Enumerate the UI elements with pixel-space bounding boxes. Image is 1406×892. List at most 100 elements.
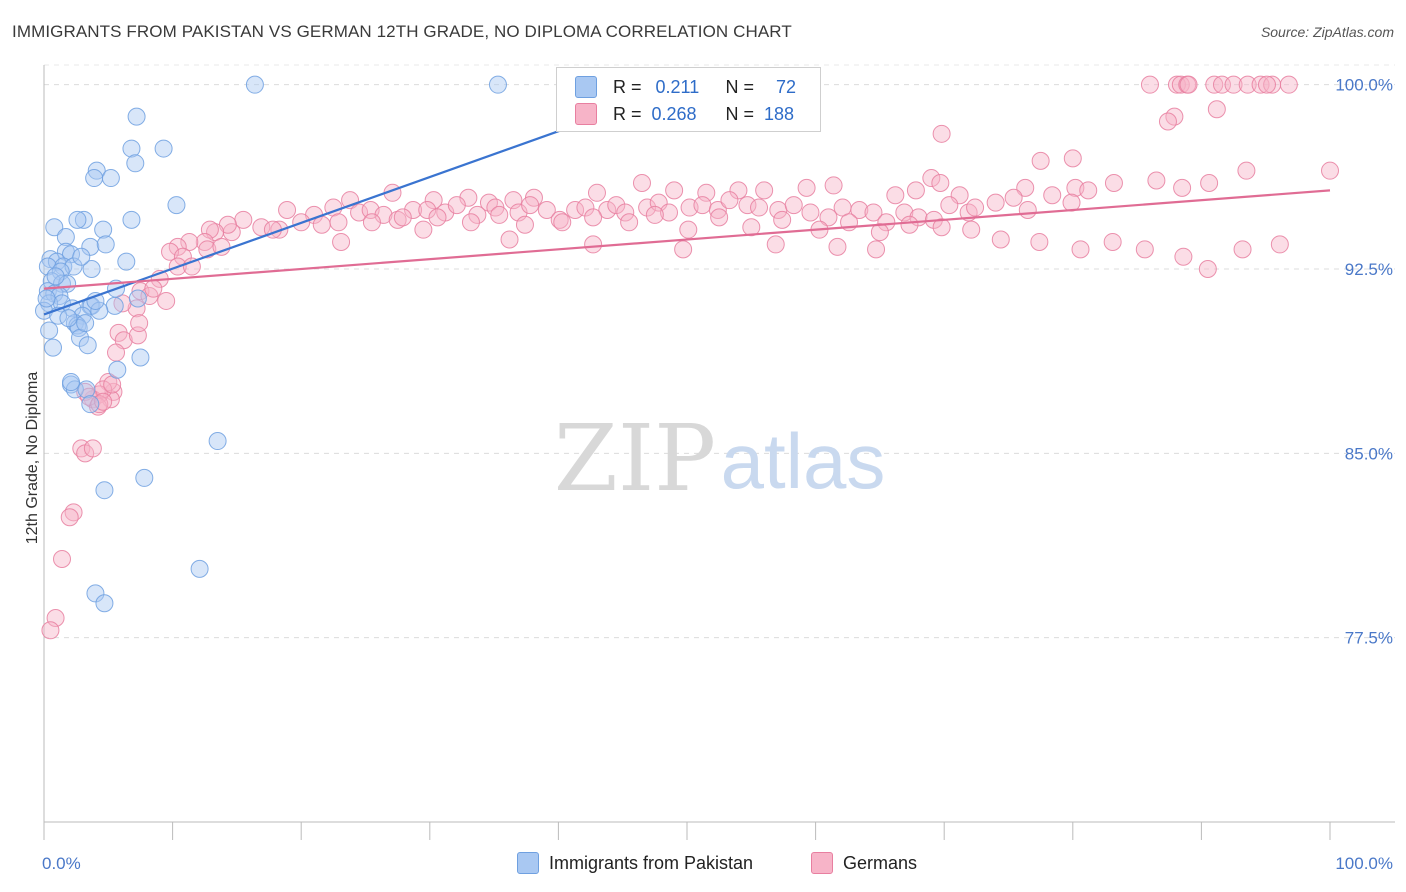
- data-point: [1018, 201, 1037, 220]
- data-point: [59, 309, 78, 328]
- data-point: [135, 468, 154, 487]
- data-point: [521, 196, 540, 215]
- data-point: [864, 203, 883, 222]
- data-point: [144, 279, 163, 298]
- data-point: [1205, 75, 1224, 94]
- data-point: [62, 373, 81, 392]
- data-point: [674, 240, 693, 259]
- legend-n-value: 72: [776, 76, 797, 97]
- data-point: [620, 213, 639, 232]
- data-point: [638, 198, 657, 217]
- data-point: [877, 213, 896, 232]
- data-point: [488, 75, 507, 94]
- data-point: [1270, 235, 1289, 254]
- data-point: [932, 124, 951, 143]
- data-point: [131, 348, 150, 367]
- data-point: [1238, 75, 1257, 94]
- data-point: [404, 201, 423, 220]
- data-point: [83, 439, 102, 458]
- data-point: [74, 210, 93, 229]
- data-point: [60, 508, 79, 527]
- data-point: [414, 220, 433, 239]
- y-tick-label: 92.5%: [1345, 260, 1393, 279]
- source-note: Source: ZipAtlas.com: [1260, 24, 1394, 40]
- data-point: [252, 218, 271, 237]
- data-point: [107, 343, 126, 362]
- data-point: [742, 218, 761, 237]
- data-point: [1174, 247, 1193, 266]
- data-point: [632, 173, 651, 192]
- data-point: [931, 173, 950, 192]
- data-point: [94, 220, 113, 239]
- data-point: [245, 75, 264, 94]
- data-point: [986, 193, 1005, 212]
- data-point: [584, 235, 603, 254]
- data-point: [576, 198, 595, 217]
- data-point: [1043, 186, 1062, 205]
- data-point: [212, 237, 231, 256]
- data-point: [665, 181, 684, 200]
- y-axis-title: 12th Grade, No Diploma: [24, 372, 41, 545]
- legend-swatch-pakistan: [517, 852, 539, 874]
- data-point: [738, 196, 757, 215]
- data-point: [53, 550, 72, 569]
- data-point: [729, 181, 748, 200]
- data-point: [1257, 75, 1276, 94]
- data-point: [72, 247, 91, 266]
- data-point: [1030, 232, 1049, 251]
- data-point: [374, 205, 393, 224]
- data-point: [329, 213, 348, 232]
- data-point: [56, 228, 75, 247]
- data-point: [208, 432, 227, 451]
- legend-r-label: R =: [613, 76, 642, 97]
- series-legend: Immigrants from Pakistan Germans: [0, 852, 1406, 876]
- data-point: [616, 203, 635, 222]
- data-point: [1171, 75, 1190, 94]
- legend-r-value: 0.211: [655, 76, 700, 97]
- data-point: [117, 252, 136, 271]
- data-point: [44, 338, 63, 357]
- data-point: [679, 220, 698, 239]
- data-point: [1063, 149, 1082, 168]
- legend-r-label: R =: [613, 103, 642, 124]
- data-point: [122, 139, 141, 158]
- data-point: [77, 380, 96, 399]
- data-point: [720, 191, 739, 210]
- data-point: [350, 203, 369, 222]
- data-point: [940, 196, 959, 215]
- data-point: [850, 201, 869, 220]
- data-point: [198, 240, 217, 259]
- data-point: [190, 559, 209, 578]
- data-point: [490, 205, 509, 224]
- data-point: [82, 259, 101, 278]
- data-point: [388, 210, 407, 229]
- legend-item-germans[interactable]: Germans: [811, 852, 917, 874]
- data-point: [598, 201, 617, 220]
- watermark-atlas: atlas: [721, 417, 886, 505]
- data-point: [76, 314, 95, 333]
- data-point: [195, 232, 214, 251]
- legend-label-germans: Germans: [843, 852, 918, 873]
- data-point: [819, 208, 838, 227]
- data-point: [126, 154, 145, 173]
- data-point: [828, 237, 847, 256]
- data-point: [1104, 173, 1123, 192]
- data-point: [906, 181, 925, 200]
- data-point: [362, 213, 381, 232]
- data-point: [708, 201, 727, 220]
- legend-row-pakistan: R = 0.211 N = 72: [575, 75, 796, 99]
- data-point: [710, 208, 729, 227]
- trend-lines: [43, 127, 1331, 316]
- data-point: [101, 169, 120, 188]
- legend-swatch-germans: [575, 103, 597, 125]
- data-point: [332, 232, 351, 251]
- data-point: [1004, 188, 1023, 207]
- legend-r-value: 0.268: [651, 103, 697, 124]
- legend-item-pakistan[interactable]: Immigrants from Pakistan: [517, 852, 753, 874]
- data-point: [932, 218, 951, 237]
- data-point: [1016, 178, 1035, 197]
- watermark-zip: ZIP: [554, 405, 716, 512]
- data-point: [824, 176, 843, 195]
- data-point: [801, 203, 820, 222]
- data-point: [312, 215, 331, 234]
